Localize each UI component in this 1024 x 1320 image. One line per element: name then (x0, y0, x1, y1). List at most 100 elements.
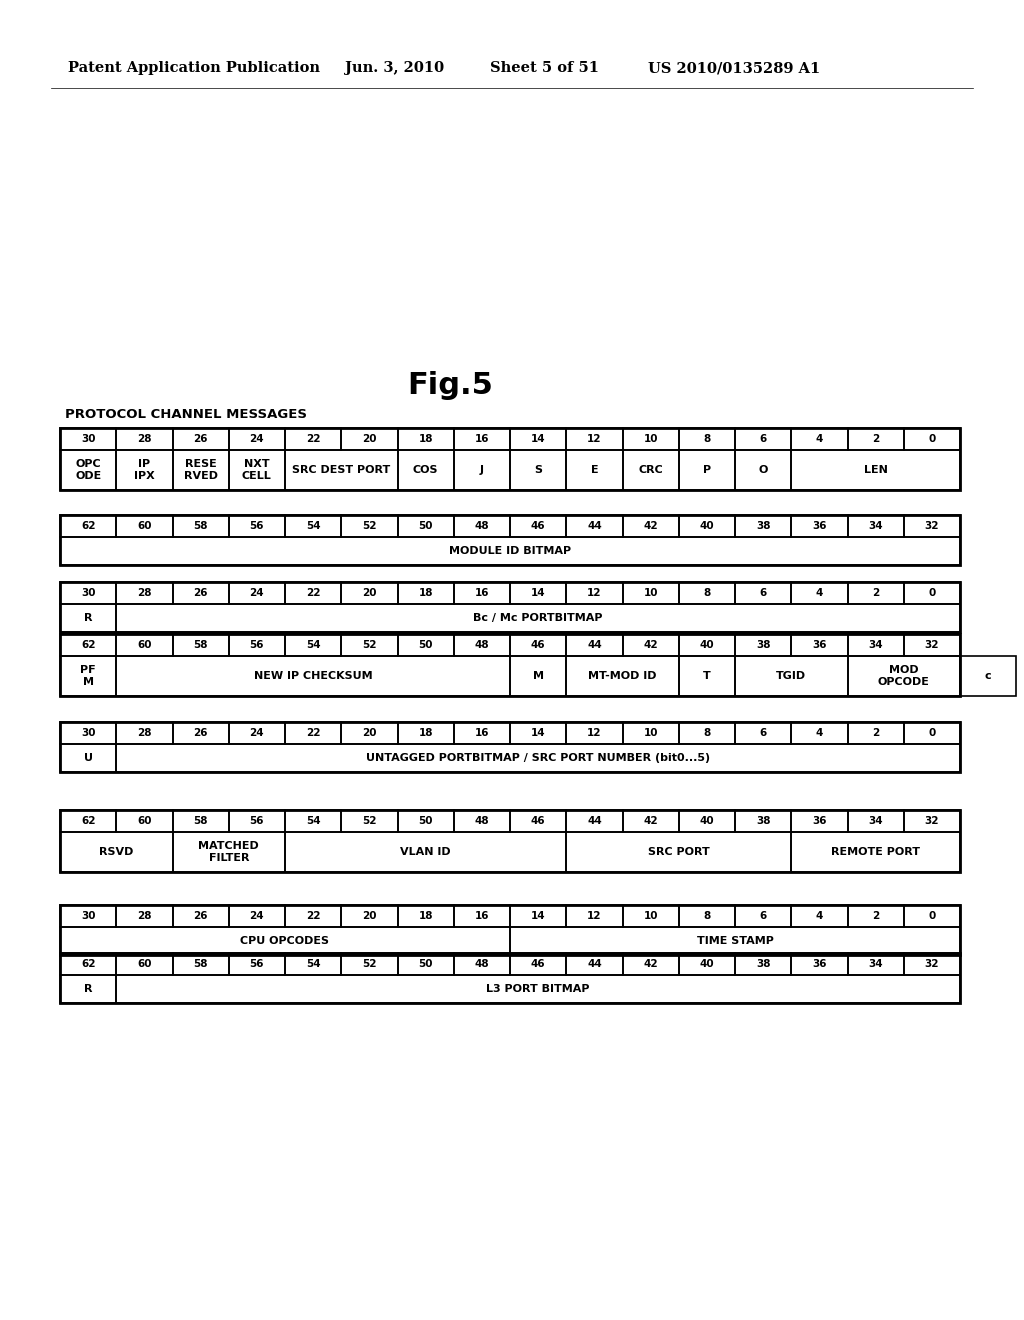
Text: SRC PORT: SRC PORT (648, 847, 710, 857)
Text: 36: 36 (812, 960, 826, 969)
Text: L3 PORT BITMAP: L3 PORT BITMAP (486, 983, 590, 994)
Bar (623, 810, 679, 832)
Text: Patent Application Publication: Patent Application Publication (68, 61, 319, 75)
Bar (60, 906, 117, 927)
Bar (848, 722, 904, 744)
Text: 42: 42 (643, 816, 658, 826)
Text: US 2010/0135289 A1: US 2010/0135289 A1 (648, 61, 820, 75)
Text: 28: 28 (137, 911, 152, 921)
Bar (60, 927, 510, 954)
Text: 8: 8 (703, 729, 711, 738)
Text: MODULE ID BITMAP: MODULE ID BITMAP (449, 546, 571, 556)
Bar (60, 744, 117, 772)
Text: 56: 56 (250, 960, 264, 969)
Text: UNTAGGED PORTBITMAP / SRC PORT NUMBER (bit0...5): UNTAGGED PORTBITMAP / SRC PORT NUMBER (b… (366, 752, 711, 763)
Bar (848, 582, 904, 605)
Text: 42: 42 (643, 521, 658, 531)
Bar (60, 953, 117, 975)
Bar (566, 810, 623, 832)
Text: 6: 6 (760, 911, 767, 921)
Bar (117, 656, 510, 696)
Text: 8: 8 (703, 911, 711, 921)
Bar (792, 906, 848, 927)
Text: c: c (985, 671, 991, 681)
Text: 26: 26 (194, 729, 208, 738)
Text: 30: 30 (81, 911, 95, 921)
Bar (285, 953, 341, 975)
Text: 14: 14 (530, 911, 546, 921)
Bar (510, 582, 566, 605)
Bar (792, 515, 848, 537)
Bar (228, 634, 285, 656)
Bar (285, 582, 341, 605)
Bar (60, 634, 961, 696)
Bar (566, 428, 623, 450)
Text: 48: 48 (474, 960, 489, 969)
Bar (566, 832, 792, 873)
Bar (735, 722, 792, 744)
Bar (228, 906, 285, 927)
Bar (904, 810, 961, 832)
Bar (117, 428, 172, 450)
Bar (172, 906, 228, 927)
Bar (566, 450, 623, 490)
Bar (172, 450, 228, 490)
Bar (60, 537, 961, 565)
Bar (60, 582, 117, 605)
Text: MOD
OPCODE: MOD OPCODE (878, 665, 930, 686)
Bar (60, 582, 961, 632)
Text: 10: 10 (643, 434, 657, 444)
Text: T: T (703, 671, 711, 681)
Bar (228, 722, 285, 744)
Bar (904, 428, 961, 450)
Text: 54: 54 (306, 521, 321, 531)
Bar (397, 515, 454, 537)
Text: 40: 40 (699, 960, 714, 969)
Text: O: O (759, 465, 768, 475)
Bar (735, 634, 792, 656)
Bar (623, 450, 679, 490)
Text: 4: 4 (816, 434, 823, 444)
Bar (172, 428, 228, 450)
Text: 40: 40 (699, 521, 714, 531)
Bar (454, 953, 510, 975)
Text: 20: 20 (362, 911, 377, 921)
Text: P: P (702, 465, 711, 475)
Text: 24: 24 (250, 434, 264, 444)
Bar (735, 656, 848, 696)
Bar (454, 428, 510, 450)
Text: 54: 54 (306, 640, 321, 649)
Bar (117, 634, 172, 656)
Text: MT-MOD ID: MT-MOD ID (588, 671, 656, 681)
Bar (735, 906, 792, 927)
Text: 34: 34 (868, 960, 883, 969)
Bar (510, 634, 566, 656)
Bar (566, 953, 623, 975)
Text: 32: 32 (925, 521, 939, 531)
Bar (848, 656, 961, 696)
Text: R: R (84, 612, 92, 623)
Bar (341, 582, 397, 605)
Bar (792, 953, 848, 975)
Bar (117, 582, 172, 605)
Text: Jun. 3, 2010: Jun. 3, 2010 (345, 61, 444, 75)
Text: 62: 62 (81, 521, 95, 531)
Text: 18: 18 (419, 587, 433, 598)
Bar (792, 582, 848, 605)
Text: Sheet 5 of 51: Sheet 5 of 51 (490, 61, 599, 75)
Text: 14: 14 (530, 434, 546, 444)
Text: 0: 0 (928, 587, 936, 598)
Bar (60, 515, 117, 537)
Text: 38: 38 (756, 640, 770, 649)
Bar (679, 906, 735, 927)
Bar (285, 906, 341, 927)
Bar (172, 810, 228, 832)
Bar (454, 450, 510, 490)
Text: 12: 12 (587, 587, 602, 598)
Text: 36: 36 (812, 816, 826, 826)
Text: 38: 38 (756, 816, 770, 826)
Bar (117, 744, 961, 772)
Bar (679, 450, 735, 490)
Bar (792, 832, 961, 873)
Text: 40: 40 (699, 816, 714, 826)
